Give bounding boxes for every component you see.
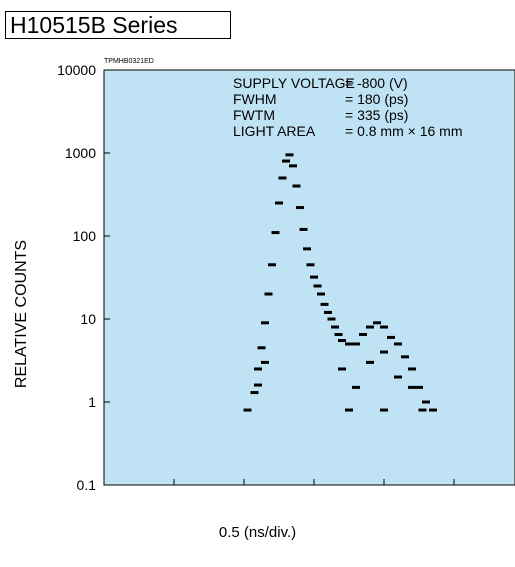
data-point [261,360,269,364]
data-point [408,367,416,371]
y-tick-label: 1000 [65,145,96,161]
data-point [243,408,252,412]
chart-code: TPMHB0321ED [104,58,154,65]
data-point [345,342,353,346]
data-point [401,355,409,359]
annotation-label: SUPPLY VOLTAGE [233,75,355,91]
data-point [429,408,437,412]
data-point [352,385,360,389]
data-point [320,302,329,306]
data-point [380,325,388,329]
data-point [310,275,318,279]
data-point [261,321,269,325]
data-point [338,339,346,343]
y-tick-label: 0.1 [77,477,97,493]
x-axis-label: 0.5 (ns/div.) [218,524,297,541]
data-point [366,360,374,364]
data-point [387,335,395,339]
annotation-label: LIGHT AREA [233,123,316,139]
annotation-value: = 0.8 mm × 16 mm [345,123,462,139]
data-point [250,391,259,395]
series-title: H10515B Series [10,12,178,38]
data-point [285,153,294,157]
data-point [257,346,266,350]
data-point [254,383,262,387]
y-axis-label: RELATIVE COUNTS [13,239,30,389]
data-point [254,367,262,371]
series-title-box [5,11,231,39]
y-tick-label: 1 [88,394,96,410]
data-point [366,325,374,329]
annotation-value: = -800 (V) [345,75,408,91]
data-point [324,310,332,314]
data-point [338,367,346,371]
data-point [422,400,430,404]
y-tick-label: 10000 [57,62,96,78]
data-point [334,333,343,337]
data-point [268,263,276,267]
data-point [415,385,423,389]
data-point [373,321,381,325]
data-point [264,292,273,296]
y-tick-label: 100 [73,228,97,244]
data-point [292,184,301,188]
data-point [271,231,280,235]
data-point [331,325,339,329]
data-point [327,317,336,321]
data-point [289,164,297,168]
data-point [418,408,427,412]
data-point [380,350,388,354]
data-point [299,227,308,231]
data-point [306,263,315,267]
annotation-value: = 335 (ps) [345,107,408,123]
data-point [296,206,304,210]
data-point [303,247,311,251]
data-point [359,333,367,337]
data-point [317,292,325,296]
data-point [394,342,402,346]
data-point [345,408,353,412]
data-point [352,342,360,346]
annotation-label: FWHM [233,91,277,107]
data-point [278,176,287,180]
data-point [313,284,322,288]
y-tick-label: 10 [80,311,96,327]
data-point [394,375,402,379]
annotation-value: = 180 (ps) [345,91,408,107]
annotation-label: FWTM [233,107,275,123]
data-point [282,159,290,163]
plot-area [103,69,515,486]
data-point [408,385,416,389]
data-point [275,201,283,205]
data-point [380,408,388,412]
